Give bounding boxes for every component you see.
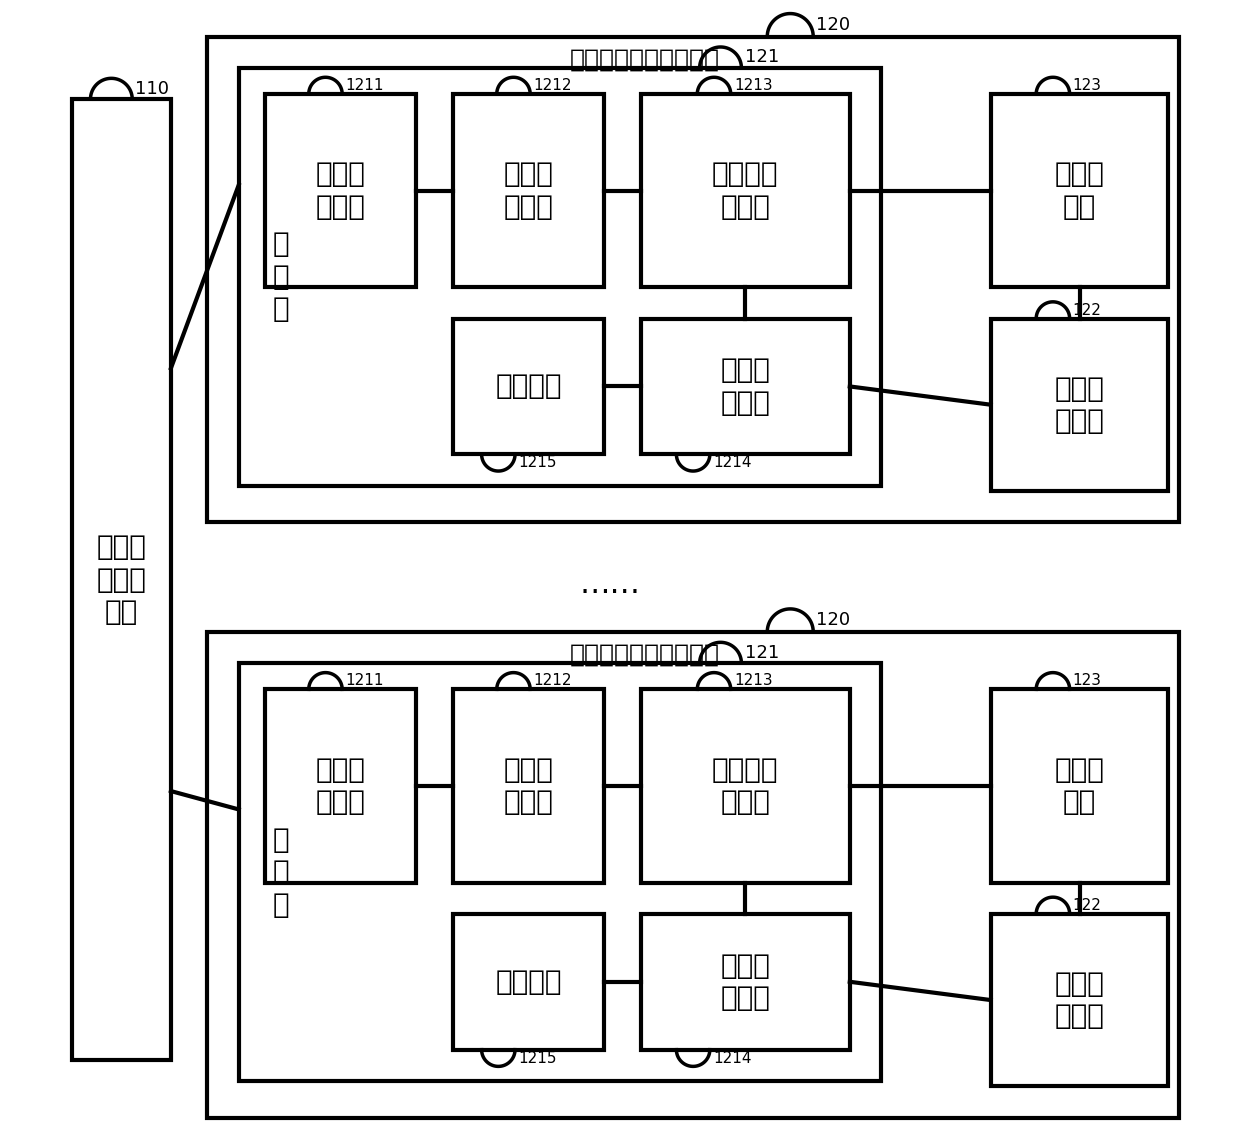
Text: 复位控
制单元: 复位控 制单元	[503, 756, 553, 817]
Text: 图像采集设备控制组件: 图像采集设备控制组件	[569, 643, 719, 667]
Text: 处
理
器: 处 理 器	[273, 230, 289, 324]
Bar	[207, 36, 1179, 522]
Text: 122: 122	[1073, 302, 1101, 318]
Text: 1211: 1211	[345, 78, 384, 94]
Text: 1213: 1213	[734, 78, 773, 94]
Bar	[239, 68, 882, 486]
Bar	[641, 94, 849, 288]
Text: 发送控
制单元: 发送控 制单元	[720, 356, 770, 416]
Text: 图像采集设备控制组件: 图像采集设备控制组件	[569, 47, 719, 71]
Bar	[239, 663, 882, 1081]
Text: 处
理
器: 处 理 器	[273, 826, 289, 918]
Text: 图像传
感器: 图像传 感器	[1054, 160, 1105, 221]
Text: 1214: 1214	[713, 456, 751, 470]
Text: 图像传
感器: 图像传 感器	[1054, 756, 1105, 817]
Text: 120: 120	[816, 16, 851, 34]
Text: 空闲控
制单元: 空闲控 制单元	[316, 160, 366, 221]
Bar	[453, 689, 604, 882]
Text: 发送控
制单元: 发送控 制单元	[720, 952, 770, 1012]
Text: 复位控
制单元: 复位控 制单元	[503, 160, 553, 221]
Bar	[265, 689, 417, 882]
Bar	[453, 94, 604, 288]
Text: 驱动信
号模块: 驱动信 号模块	[1054, 374, 1105, 435]
Text: 快门信
号转换
模块: 快门信 号转换 模块	[97, 534, 146, 626]
Text: 121: 121	[744, 644, 779, 662]
Bar	[641, 318, 849, 455]
Bar	[991, 689, 1168, 882]
Text: 初始化控
制单元: 初始化控 制单元	[712, 756, 779, 817]
Bar	[207, 632, 1179, 1118]
Text: 空闲控
制单元: 空闲控 制单元	[316, 756, 366, 817]
Bar	[641, 689, 849, 882]
Text: 1215: 1215	[518, 1050, 557, 1066]
Text: 接收单元: 接收单元	[495, 968, 562, 996]
Text: 122: 122	[1073, 898, 1101, 913]
Bar	[991, 914, 1168, 1086]
Text: 初始化控
制单元: 初始化控 制单元	[712, 160, 779, 221]
Bar	[265, 94, 417, 288]
Bar	[453, 318, 604, 455]
Bar	[641, 914, 849, 1050]
Text: 123: 123	[1073, 673, 1102, 688]
Text: 1212: 1212	[533, 78, 572, 94]
Text: 接收单元: 接收单元	[495, 372, 562, 400]
Text: 123: 123	[1073, 78, 1102, 94]
Text: 1211: 1211	[345, 673, 384, 688]
Text: 1212: 1212	[533, 673, 572, 688]
Bar	[991, 94, 1168, 288]
Text: 1214: 1214	[713, 1050, 751, 1066]
Bar	[991, 318, 1168, 491]
Text: 驱动信
号模块: 驱动信 号模块	[1054, 970, 1105, 1030]
Bar	[453, 914, 604, 1050]
Text: 110: 110	[135, 80, 170, 98]
Text: ……: ……	[579, 571, 640, 599]
Text: 121: 121	[744, 49, 779, 67]
Bar	[72, 99, 171, 1060]
Text: 1213: 1213	[734, 673, 773, 688]
Text: 1215: 1215	[518, 456, 557, 470]
Text: 120: 120	[816, 611, 851, 629]
